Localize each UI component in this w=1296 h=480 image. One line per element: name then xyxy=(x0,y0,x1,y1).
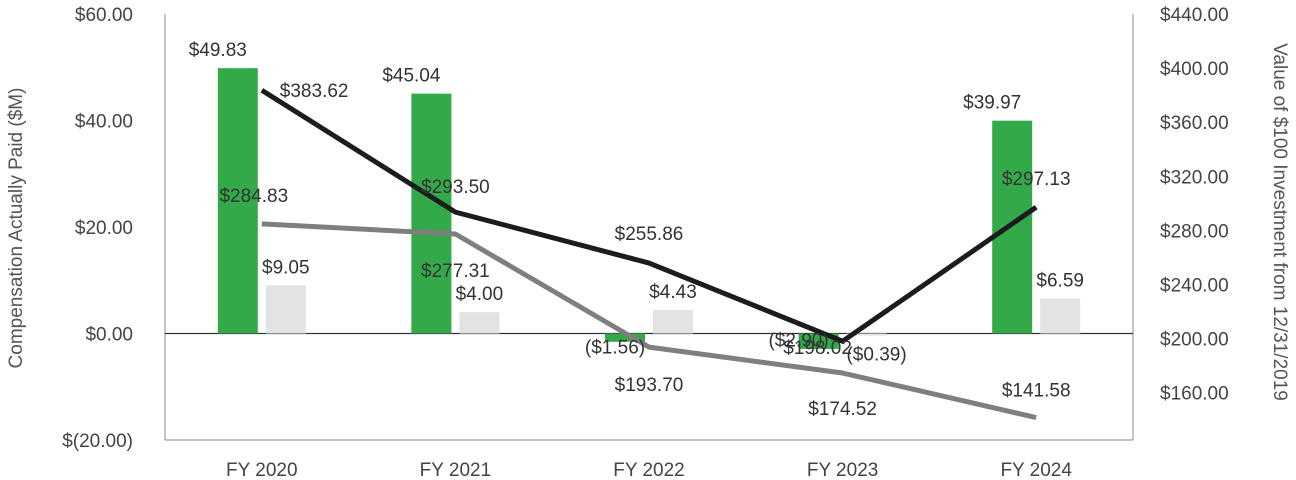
bar xyxy=(653,309,693,334)
y-right-tick-label: $280.00 xyxy=(1160,221,1229,242)
x-tick-label: FY 2022 xyxy=(613,460,684,480)
line-value-label: $297.13 xyxy=(1002,169,1071,190)
y-left-tick-label: $40.00 xyxy=(75,112,133,133)
bar-value-label: $9.05 xyxy=(262,257,310,278)
series-line xyxy=(260,88,1038,344)
bar-value-label: ($0.39) xyxy=(846,345,906,366)
line-value-label: $277.31 xyxy=(421,261,490,282)
y-right-tick-label: $160.00 xyxy=(1160,384,1229,405)
x-tick-label: FY 2024 xyxy=(1000,460,1072,480)
lines xyxy=(260,88,1038,421)
y-left-tick-label: $0.00 xyxy=(85,325,133,346)
axes: $60.00 $40.00 $20.00 $0.00 $(20.00) $440.00 $4… xyxy=(62,5,1228,480)
bar-value-label: $6.59 xyxy=(1036,270,1084,291)
bar-value-label: $45.04 xyxy=(382,66,441,87)
bar xyxy=(846,333,887,336)
y-right-tick-label: $400.00 xyxy=(1160,59,1229,80)
y-left-tick-label: $20.00 xyxy=(75,218,133,239)
data-labels: $49.83 $45.04 ($1.56) ($2.90) $39.97 $9.05 $4.… xyxy=(189,40,1084,420)
line-value-label: $293.50 xyxy=(421,177,490,198)
bar-value-label: $4.43 xyxy=(649,282,697,303)
y-left-tick-label: $60.00 xyxy=(75,5,133,26)
bar xyxy=(459,312,500,334)
line-value-label: $383.62 xyxy=(280,81,349,102)
y-right-tick-label: $440.00 xyxy=(1160,5,1229,26)
y-left-tick-label: $(20.00) xyxy=(62,431,133,452)
y-right-tick-label: $360.00 xyxy=(1160,113,1229,134)
bar xyxy=(411,93,452,334)
line-value-label: $174.52 xyxy=(808,399,877,420)
bar xyxy=(265,285,306,334)
y-axis-left-title: Compensation Actually Paid ($M) xyxy=(6,88,27,369)
bar-value-label: $49.83 xyxy=(189,40,247,61)
line-value-label: $141.58 xyxy=(1002,381,1071,402)
x-tick-label: FY 2023 xyxy=(807,460,878,480)
line-value-label: $284.83 xyxy=(219,186,288,207)
bar xyxy=(992,120,1033,334)
bar-value-label: $39.97 xyxy=(963,93,1021,114)
y-axis-right-title: Value of $100 Investment from 12/31/2019 xyxy=(1269,43,1290,401)
series-line xyxy=(261,221,1037,421)
y-right-tick-label: $320.00 xyxy=(1160,167,1229,188)
bar xyxy=(1040,298,1081,334)
y-right-tick-label: $240.00 xyxy=(1160,275,1229,296)
line-value-label: $193.70 xyxy=(615,375,684,396)
x-tick-label: FY 2021 xyxy=(420,460,491,480)
y-right-tick-label: $200.00 xyxy=(1160,330,1229,351)
line-value-label: $255.86 xyxy=(615,224,684,245)
bar-value-label: $4.00 xyxy=(456,284,504,305)
bar-value-label: ($1.56) xyxy=(585,338,645,359)
bars xyxy=(217,68,1081,349)
bar-value-label: ($2.90) xyxy=(768,331,828,352)
bar xyxy=(217,68,258,334)
x-tick-label: FY 2020 xyxy=(226,460,297,480)
line-value-label: $198.02 xyxy=(783,338,852,359)
bar xyxy=(605,333,645,342)
